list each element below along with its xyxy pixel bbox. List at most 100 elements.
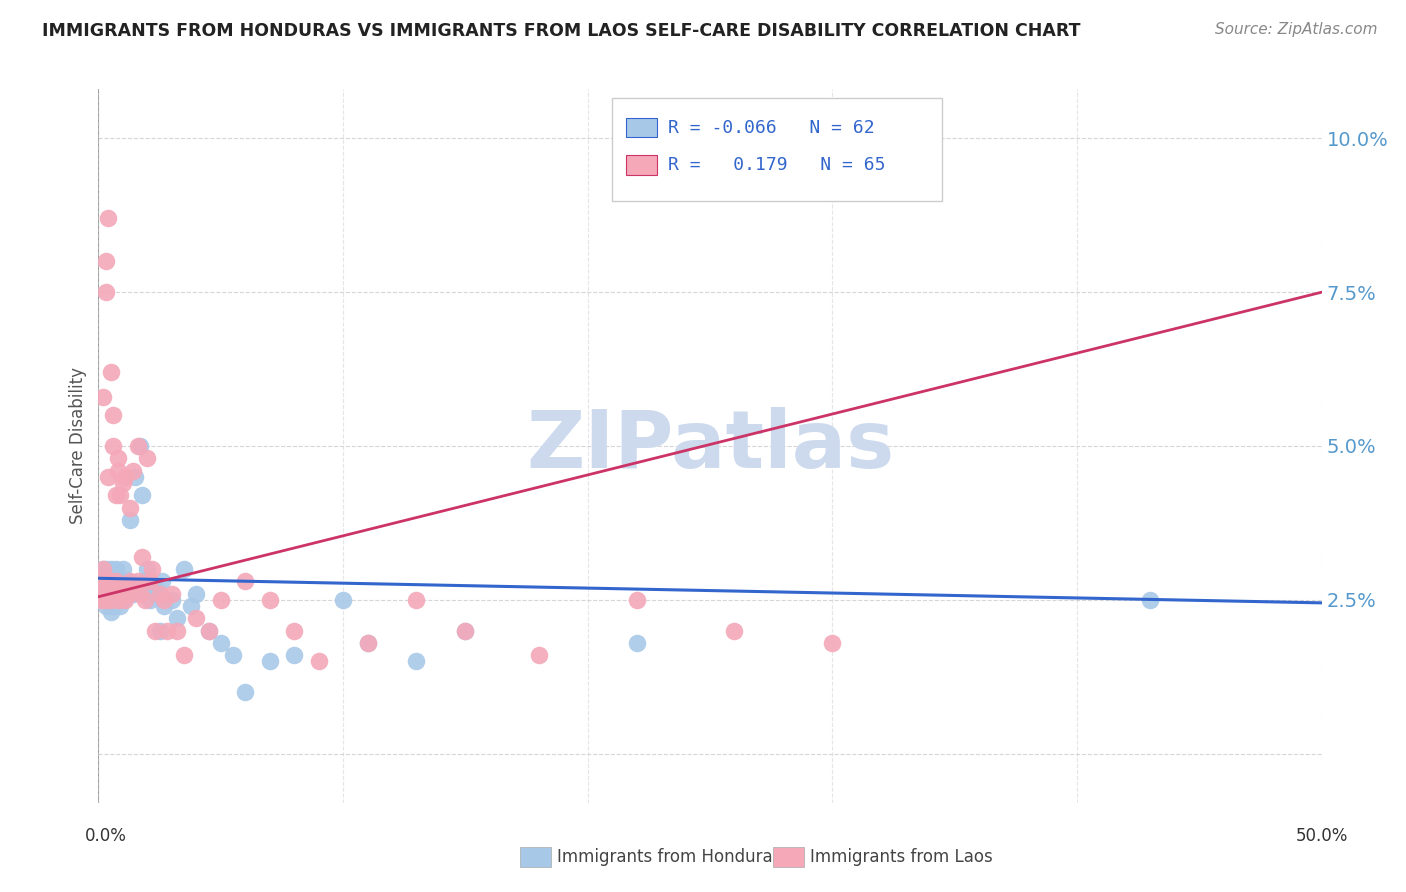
Point	[104, 592, 127, 607]
Point	[150, 574, 173, 589]
Point	[723, 624, 745, 638]
Point	[197, 624, 219, 638]
Point	[209, 592, 232, 607]
Point	[120, 513, 142, 527]
Point	[120, 574, 142, 589]
Y-axis label: Self-Care Disability: Self-Care Disability	[69, 368, 87, 524]
Point	[821, 636, 844, 650]
Text: IMMIGRANTS FROM HONDURAS VS IMMIGRANTS FROM LAOS SELF-CARE DISABILITY CORRELATIO: IMMIGRANTS FROM HONDURAS VS IMMIGRANTS F…	[42, 22, 1081, 40]
Point	[101, 439, 124, 453]
Point	[1139, 592, 1161, 607]
Text: ZIPatlas: ZIPatlas	[526, 407, 894, 485]
Point	[124, 469, 146, 483]
Point	[90, 592, 112, 607]
Point	[143, 581, 166, 595]
Point	[94, 592, 117, 607]
Point	[626, 592, 648, 607]
Point	[110, 488, 132, 502]
Point	[111, 562, 134, 576]
Point	[283, 624, 305, 638]
Text: 50.0%: 50.0%	[1295, 827, 1348, 845]
Text: R =   0.179   N = 65: R = 0.179 N = 65	[668, 156, 886, 174]
Point	[107, 592, 129, 607]
Point	[101, 581, 124, 595]
Point	[356, 636, 378, 650]
Point	[117, 587, 139, 601]
Point	[110, 587, 132, 601]
Point	[127, 581, 149, 595]
Point	[114, 469, 136, 483]
Point	[114, 592, 136, 607]
Point	[153, 592, 176, 607]
Point	[107, 451, 129, 466]
Point	[124, 581, 146, 595]
Point	[156, 624, 179, 638]
Point	[134, 574, 156, 589]
Point	[100, 562, 122, 576]
Point	[97, 587, 120, 601]
Point	[186, 587, 208, 601]
Point	[110, 581, 132, 595]
Point	[308, 654, 330, 668]
Point	[90, 574, 112, 589]
Point	[186, 611, 208, 625]
Point	[94, 592, 117, 607]
Point	[91, 562, 114, 576]
Point	[97, 469, 120, 483]
Point	[90, 587, 112, 601]
Point	[626, 636, 648, 650]
Point	[127, 574, 149, 589]
Point	[283, 648, 305, 662]
Point	[104, 562, 127, 576]
Text: Immigrants from Laos: Immigrants from Laos	[810, 848, 993, 866]
Point	[100, 581, 122, 595]
Point	[197, 624, 219, 638]
Point	[127, 439, 149, 453]
Point	[110, 599, 132, 613]
Point	[94, 254, 117, 268]
Point	[100, 365, 122, 379]
Point	[117, 574, 139, 589]
Point	[160, 592, 183, 607]
Point	[527, 648, 550, 662]
Point	[149, 624, 172, 638]
Point	[180, 599, 202, 613]
Point	[94, 285, 117, 300]
Point	[97, 587, 120, 601]
Point	[139, 592, 162, 607]
Point	[143, 624, 166, 638]
Point	[91, 592, 114, 607]
Point	[259, 654, 281, 668]
Point	[111, 475, 134, 490]
Point	[111, 587, 134, 601]
Point	[90, 574, 112, 589]
Point	[101, 574, 124, 589]
Point	[173, 648, 195, 662]
Point	[160, 587, 183, 601]
Point	[97, 574, 120, 589]
Point	[129, 439, 152, 453]
Point	[131, 549, 153, 564]
Point	[97, 211, 120, 226]
Point	[91, 562, 114, 576]
Point	[114, 574, 136, 589]
Point	[91, 581, 114, 595]
Point	[332, 592, 354, 607]
Point	[173, 562, 195, 576]
Point	[107, 592, 129, 607]
Point	[121, 464, 143, 478]
Point	[454, 624, 477, 638]
Point	[94, 581, 117, 595]
Point	[259, 592, 281, 607]
Point	[117, 587, 139, 601]
Point	[101, 599, 124, 613]
Point	[117, 581, 139, 595]
Point	[100, 605, 122, 619]
Point	[222, 648, 245, 662]
Point	[356, 636, 378, 650]
Point	[454, 624, 477, 638]
Point	[136, 562, 159, 576]
Point	[104, 581, 127, 595]
Point	[94, 574, 117, 589]
Point	[111, 592, 134, 607]
